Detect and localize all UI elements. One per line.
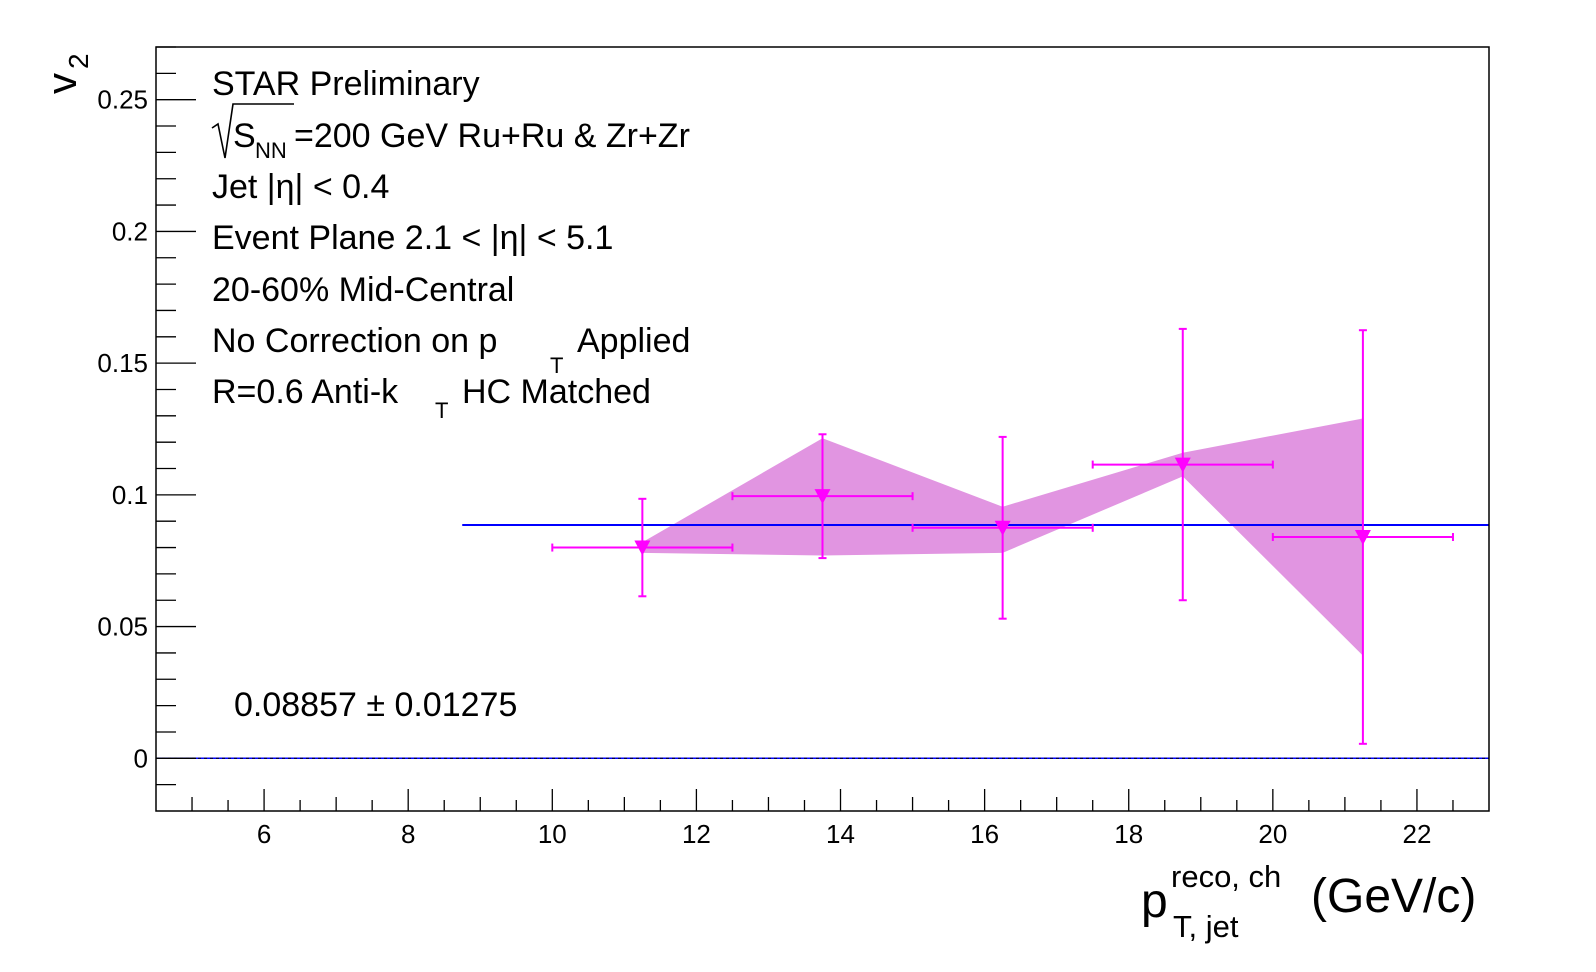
y-tick-label: 0 <box>134 743 148 773</box>
annotation-energy-subscript: NN <box>255 138 287 163</box>
data-point-4 <box>1091 327 1274 602</box>
annotation-energy-s: S <box>233 117 256 155</box>
x-tick-label: 18 <box>1114 819 1143 849</box>
y-axis-title-main: v <box>38 73 85 94</box>
annotation-correction: No Correction on p T Applied <box>212 322 690 378</box>
annotation-centrality: 20-60% Mid-Central <box>212 271 514 309</box>
annotation-correction-b: Applied <box>577 322 690 360</box>
marker-triangle-down <box>1354 530 1371 546</box>
annotation-energy-text: =200 GeV Ru+Ru & Zr+Zr <box>294 117 690 155</box>
x-tick-label: 22 <box>1402 819 1431 849</box>
annotation-jet-algo-a: R=0.6 Anti-k <box>212 373 399 411</box>
marker-triangle-down <box>634 540 651 556</box>
data-points-layer <box>551 327 1454 745</box>
annotation-energy: S NN =200 GeV Ru+Ru & Zr+Zr <box>211 103 690 163</box>
x-tick-label: 14 <box>826 819 855 849</box>
sqrt-sign <box>211 103 294 159</box>
y-axis-title-sub: 2 <box>63 53 94 69</box>
fit-line-layer <box>156 523 1489 760</box>
marker-triangle-down <box>1174 457 1191 473</box>
x-axis-title-unit: (GeV/c) <box>1311 870 1476 923</box>
x-tick-label: 16 <box>970 819 999 849</box>
annotation-correction-sub: T <box>550 353 563 378</box>
x-tick-label: 8 <box>401 819 415 849</box>
annotation-event-plane: Event Plane 2.1 < |η| < 5.1 <box>212 219 613 257</box>
annotation-correction-a: No Correction on p <box>212 322 497 360</box>
annotation-star-preliminary: STAR Preliminary <box>212 65 480 103</box>
data-point-3 <box>911 435 1094 620</box>
annotation-jet-eta: Jet |η| < 0.4 <box>212 168 389 206</box>
annotation-jet-algo-sub: T <box>435 398 448 423</box>
y-tick-label: 0.2 <box>112 216 148 246</box>
axes-layer: 6 8 10 12 14 16 18 20 22 0 0.05 0.1 0.15 0.2 0.25 <box>97 46 1490 849</box>
fit-result-label: 0.08857 ± 0.01275 <box>234 686 517 724</box>
y-tick-label: 0.25 <box>97 85 148 115</box>
x-axis-title: p reco, ch T, jet (GeV/c) <box>1141 859 1476 944</box>
y-tick-label: 0.1 <box>112 480 148 510</box>
x-tick-label: 6 <box>257 819 271 849</box>
x-axis-title-sub: T, jet <box>1173 909 1239 944</box>
annotation-jet-algo-b: HC Matched <box>462 373 651 411</box>
data-point-1 <box>551 497 734 598</box>
x-tick-label: 10 <box>538 819 567 849</box>
plot-frame <box>155 46 1490 812</box>
annotation-jet-algo: R=0.6 Anti-k T HC Matched <box>212 373 651 423</box>
marker-triangle-down <box>814 489 831 505</box>
x-tick-label: 12 <box>682 819 711 849</box>
marker-triangle-down <box>994 520 1011 536</box>
annotation-block: STAR Preliminary S NN =200 GeV Ru+Ru & Z… <box>211 65 690 724</box>
data-point-5 <box>1271 329 1454 745</box>
y-axis-title: v 2 <box>38 53 94 94</box>
x-axis-title-sup: reco, ch <box>1171 859 1281 894</box>
x-axis-title-main: p <box>1141 875 1168 928</box>
y-tick-label: 0.15 <box>97 348 148 378</box>
y-tick-label: 0.05 <box>97 612 148 642</box>
data-point-2 <box>731 433 914 560</box>
x-tick-label: 20 <box>1258 819 1287 849</box>
